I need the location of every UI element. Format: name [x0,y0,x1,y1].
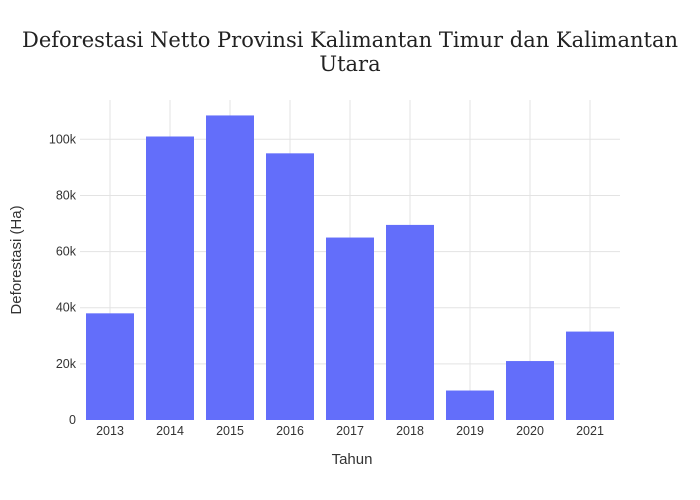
bar-2014[interactable] [146,136,194,421]
x-tick-label: 2017 [336,424,364,438]
bar-2020[interactable] [506,361,554,420]
bar-2015[interactable] [206,115,254,420]
y-tick-label: 60k [56,245,77,259]
bar-2013[interactable] [86,313,134,420]
bar-2021[interactable] [566,331,614,420]
y-axis-title: Deforestasi (Ha) [8,205,25,314]
x-tick-label: 2013 [96,424,124,438]
x-tick-label: 2019 [456,424,484,438]
x-tick-label: 2021 [576,424,604,438]
x-tick-label: 2016 [276,424,304,438]
bar-2017[interactable] [326,237,374,420]
y-tick-label: 20k [56,357,77,371]
y-tick-label: 40k [56,301,77,315]
y-tick-label: 100k [49,132,77,146]
chart-title: Deforestasi Netto Provinsi Kalimantan Ti… [21,28,678,76]
y-tick-label: 80k [56,188,77,202]
x-axis-ticks: 2013 2014 2015 2016 2017 2018 2019 2020 2021 [96,424,604,438]
bar-2018[interactable] [386,224,434,420]
x-tick-label: 2018 [396,424,424,438]
y-axis-ticks: 0 20k 40k 60k 80k 100k [49,132,77,427]
x-tick-label: 2014 [156,424,184,438]
bar-2019[interactable] [446,390,494,420]
bars-layer [86,115,614,421]
x-tick-label: 2020 [516,424,544,438]
x-tick-label: 2015 [216,424,244,438]
x-axis-title: Tahun [332,451,373,468]
y-tick-label: 0 [69,413,76,427]
bar-2016[interactable] [266,153,314,421]
